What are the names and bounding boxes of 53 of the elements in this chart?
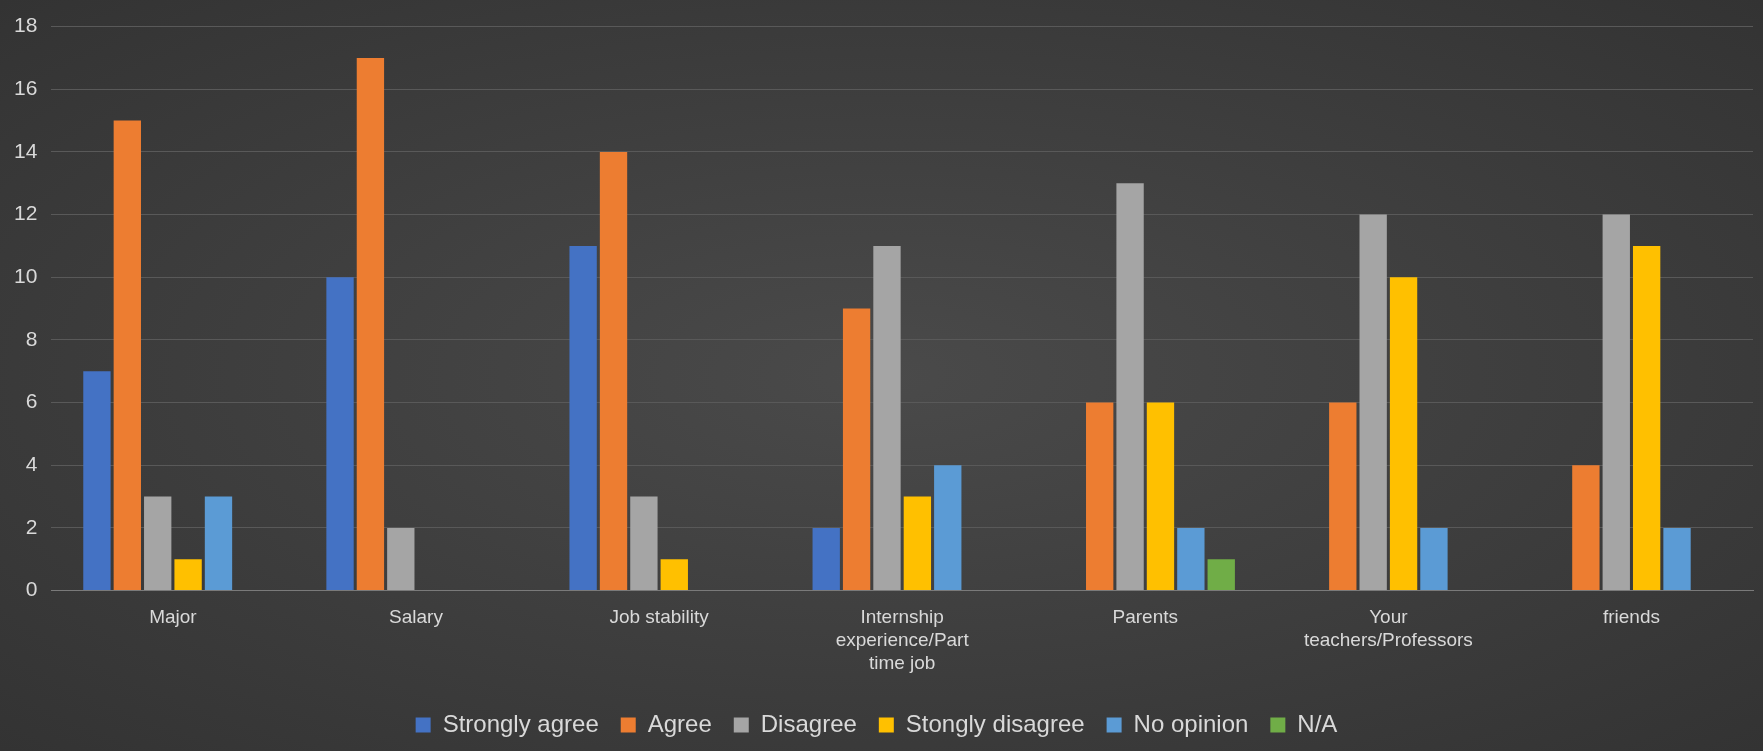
legend-label: Strongly agree	[442, 709, 599, 737]
x-tick-label: Internship experience/Part time job	[835, 606, 970, 673]
bar	[83, 371, 111, 591]
x-tick-label: friends	[1602, 606, 1660, 628]
y-tick-label: 14	[14, 138, 38, 162]
x-tick-label: Major	[149, 606, 198, 628]
bar	[630, 496, 658, 591]
x-tick-label: Job stability	[609, 606, 710, 628]
x-tick-label: Your teachers/Professors	[1303, 606, 1473, 651]
y-tick-label: 10	[14, 264, 38, 288]
bar	[1329, 402, 1357, 591]
bar	[387, 527, 415, 591]
y-tick-label: 2	[25, 514, 38, 538]
bar	[934, 465, 962, 591]
legend-label: N/A	[1297, 709, 1338, 737]
bar	[1177, 527, 1205, 591]
bar	[1420, 527, 1448, 591]
bar	[1359, 214, 1387, 591]
bar	[1572, 465, 1600, 591]
bar	[569, 245, 597, 591]
bar	[873, 245, 901, 591]
bar	[174, 559, 202, 591]
bar	[1146, 402, 1175, 591]
bar	[113, 120, 141, 591]
bar	[1602, 214, 1630, 591]
y-tick-label: 16	[14, 76, 38, 100]
bar	[1086, 402, 1114, 591]
legend-label: Agree	[647, 709, 712, 737]
y-tick-label: 6	[25, 389, 38, 413]
bar	[144, 496, 172, 591]
bar	[1663, 527, 1691, 591]
y-tick-label: 12	[14, 201, 38, 225]
y-tick-label: 8	[25, 326, 38, 350]
bar	[204, 496, 233, 591]
y-tick-label: 4	[25, 452, 38, 476]
bar	[326, 277, 354, 591]
bar	[356, 57, 385, 591]
legend-label: No opinion	[1133, 709, 1249, 737]
bar	[599, 151, 628, 591]
bar	[903, 496, 932, 591]
x-tick-label: Parents	[1112, 606, 1179, 628]
y-tick-label: 18	[14, 13, 38, 37]
bar	[1207, 559, 1235, 591]
x-tick-label: Salary	[389, 606, 444, 628]
bar	[1389, 277, 1418, 591]
legend-label: Disagree	[760, 709, 857, 737]
bar	[812, 527, 840, 591]
bar	[1632, 245, 1661, 591]
bar	[1116, 183, 1144, 591]
bar	[842, 308, 871, 591]
y-tick-label: 0	[25, 577, 38, 601]
bar	[660, 559, 688, 591]
legend-label: Stongly disagree	[905, 709, 1085, 737]
